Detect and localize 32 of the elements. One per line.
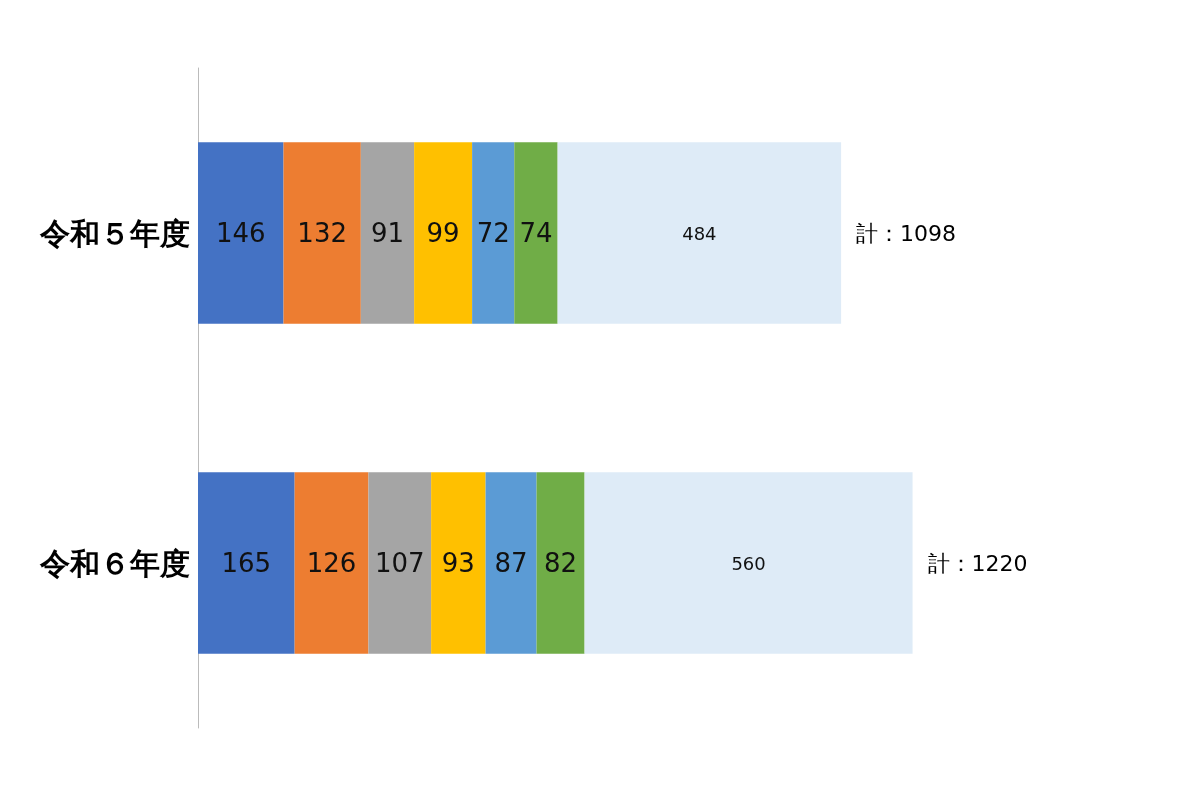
bar [514,142,558,324]
bar [485,472,537,654]
bar [431,472,486,654]
total-label: 計：1098 [856,220,957,246]
y-tick-label: 令和６年度 [39,545,190,581]
data-label: 74 [519,218,553,248]
bar [414,142,473,324]
data-label: 107 [374,548,425,578]
data-label: 93 [441,548,475,578]
data-label: 99 [426,218,460,248]
bar [198,472,295,654]
bar [368,472,432,654]
data-label: 146 [215,218,266,248]
bar [584,472,913,654]
total-label: 計：1220 [927,550,1028,576]
data-label: 72 [476,218,510,248]
bar [557,142,842,324]
data-label: 91 [370,218,405,248]
data-label: 126 [306,548,357,578]
bar [536,472,585,654]
bar [283,142,361,324]
data-label: 132 [297,218,347,248]
data-label: 560 [731,552,766,574]
bar [472,142,515,324]
data-label: 82 [544,548,578,578]
y-tick-label: 令和５年度 [39,215,190,251]
bar [294,472,369,654]
data-label: 484 [682,222,717,244]
data-label: 87 [494,548,528,578]
bar [198,142,284,324]
data-label: 165 [221,548,272,578]
bar [360,142,415,324]
